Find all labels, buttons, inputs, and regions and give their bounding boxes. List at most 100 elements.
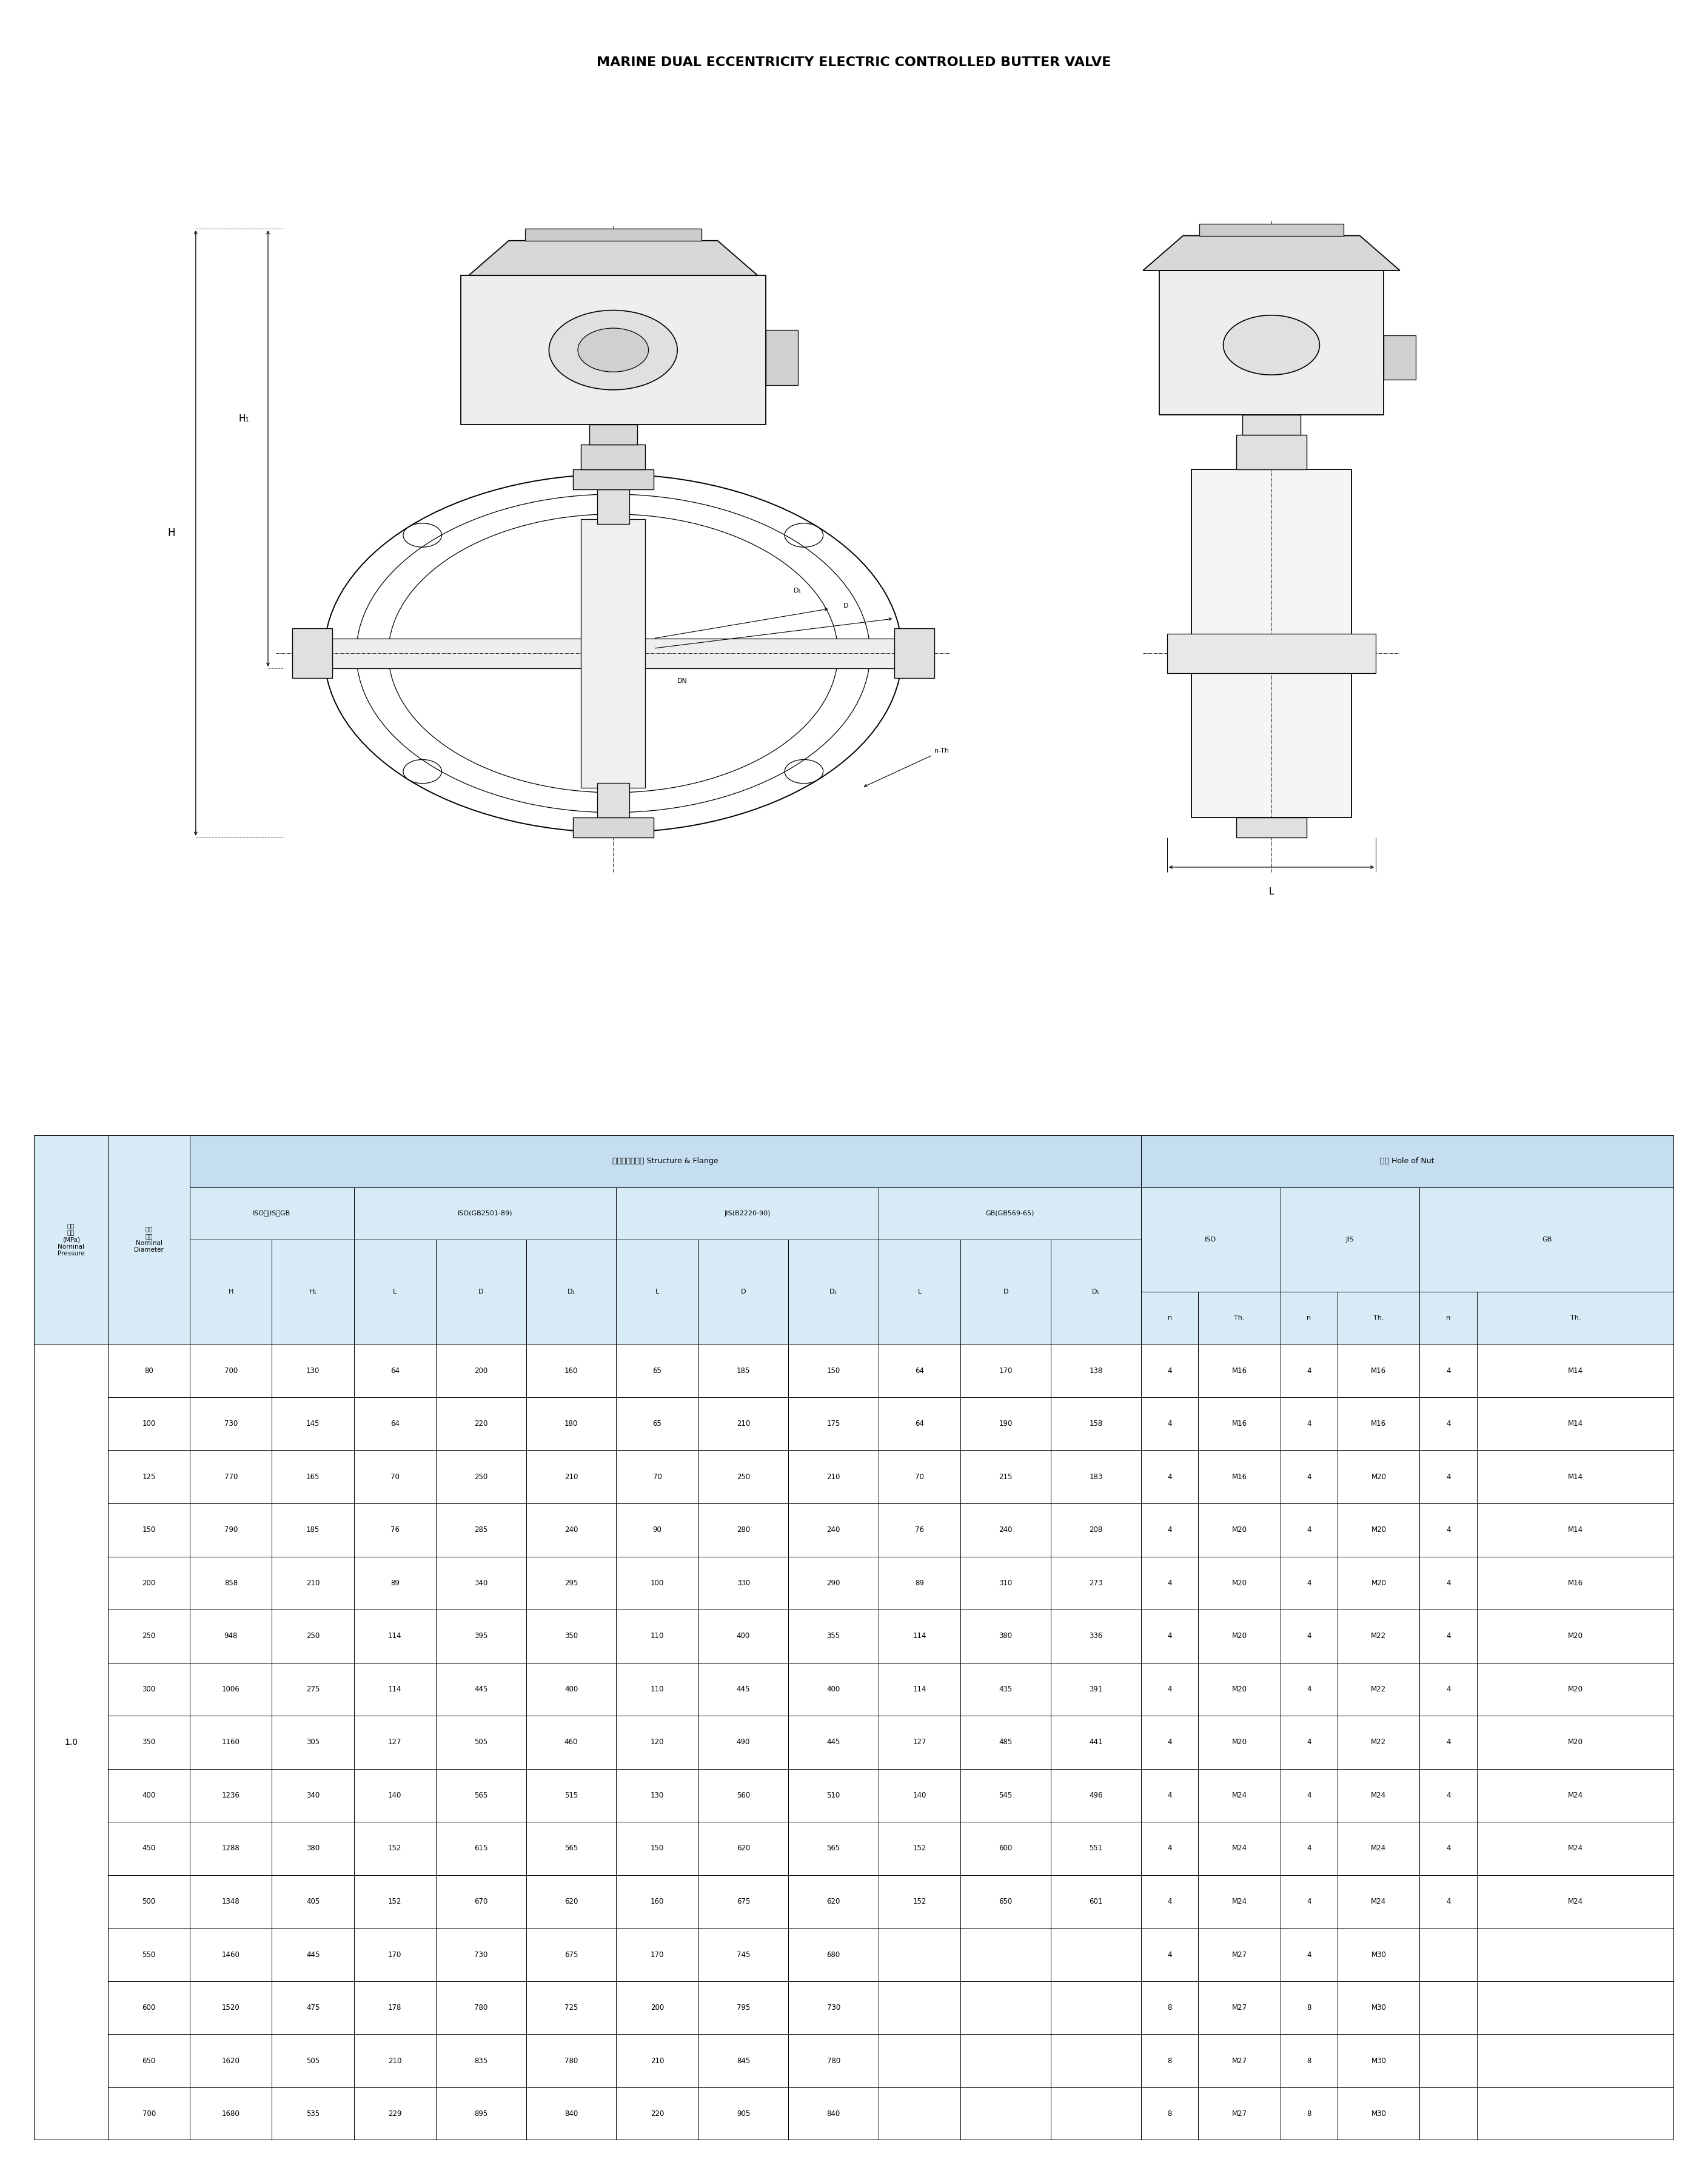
Text: 380: 380 (306, 1844, 319, 1853)
Text: L: L (1269, 886, 1274, 897)
Bar (108, 1451, 190, 1503)
Bar (1050, 2086, 1141, 2140)
Bar (1281, 1187, 1419, 1293)
Text: D: D (1003, 1289, 1008, 1295)
Text: 380: 380 (999, 1632, 1013, 1641)
Bar (789, 1503, 878, 1557)
Bar (190, 2034, 272, 2086)
Bar (272, 1823, 354, 1874)
Bar (354, 1823, 436, 1874)
Text: 745: 745 (736, 1950, 750, 1959)
Text: M30: M30 (1372, 1950, 1387, 1959)
Bar (190, 1823, 272, 1874)
Text: M22: M22 (1372, 1684, 1387, 1693)
Bar (1050, 1823, 1141, 1874)
Bar (1141, 1823, 1199, 1874)
Bar (190, 1239, 272, 1345)
Bar (436, 1239, 526, 1345)
Bar (960, 1929, 1050, 1980)
Bar (789, 1609, 878, 1663)
Text: 505: 505 (306, 2056, 319, 2065)
Circle shape (1223, 316, 1320, 374)
Text: 310: 310 (999, 1578, 1013, 1587)
Bar (878, 1769, 960, 1823)
Text: 160: 160 (651, 1898, 664, 1905)
Text: 190: 190 (999, 1420, 1013, 1427)
Text: M16: M16 (1231, 1366, 1247, 1375)
Bar (108, 1609, 190, 1663)
Text: 4: 4 (1447, 1632, 1450, 1641)
Bar (960, 2086, 1050, 2140)
Bar (699, 2034, 789, 2086)
Text: 250: 250 (306, 1632, 319, 1641)
Text: 160: 160 (564, 1366, 577, 1375)
Text: 300: 300 (142, 1684, 155, 1693)
Text: 4: 4 (1447, 1684, 1450, 1693)
Bar (526, 1239, 617, 1345)
Bar (1237, 435, 1307, 469)
Text: 240: 240 (999, 1526, 1013, 1533)
Polygon shape (468, 240, 758, 275)
Bar (316, 638, 910, 668)
Bar (617, 1397, 699, 1451)
Text: 565: 565 (475, 1792, 488, 1799)
Bar (1281, 2086, 1337, 2140)
Text: 1236: 1236 (222, 1792, 241, 1799)
Text: 152: 152 (388, 1898, 401, 1905)
Text: 795: 795 (736, 2004, 750, 2011)
Bar (190, 1874, 272, 1929)
Bar (190, 1451, 272, 1503)
Bar (436, 1980, 526, 2034)
Bar (526, 1557, 617, 1609)
Text: 515: 515 (564, 1792, 577, 1799)
Bar (1141, 2034, 1199, 2086)
Bar (1337, 1929, 1419, 1980)
Bar (1141, 1397, 1199, 1451)
Bar (789, 1823, 878, 1874)
Bar (1199, 1717, 1281, 1769)
Bar (1419, 1769, 1477, 1823)
Bar (272, 1717, 354, 1769)
Bar (1477, 1874, 1674, 1929)
Bar (1050, 1929, 1141, 1980)
Bar (960, 1451, 1050, 1503)
Text: M20: M20 (1231, 1738, 1247, 1747)
Text: 485: 485 (999, 1738, 1013, 1747)
Text: JIS: JIS (1346, 1237, 1354, 1243)
Bar (1281, 1345, 1337, 1397)
Bar (272, 1874, 354, 1929)
Text: 4: 4 (1167, 1472, 1172, 1481)
Bar (878, 1187, 1141, 1239)
Bar (1281, 1823, 1337, 1874)
Text: 490: 490 (736, 1738, 750, 1747)
Bar (1337, 1980, 1419, 2034)
Bar (436, 1769, 526, 1823)
Text: M14: M14 (1568, 1366, 1583, 1375)
Bar (789, 1451, 878, 1503)
Bar (526, 2086, 617, 2140)
Bar (699, 1503, 789, 1557)
Text: M16: M16 (1372, 1366, 1387, 1375)
Bar (1199, 1609, 1281, 1663)
Bar (1199, 1874, 1281, 1929)
Bar (436, 2086, 526, 2140)
Text: 165: 165 (306, 1472, 319, 1481)
Bar (190, 1135, 1141, 1187)
Bar (1477, 1663, 1674, 1717)
Text: 结构及法兰尺寸 Structure & Flange: 结构及法兰尺寸 Structure & Flange (613, 1157, 719, 1165)
Bar (699, 1874, 789, 1929)
Text: 200: 200 (142, 1578, 155, 1587)
Text: 4: 4 (1167, 1420, 1172, 1427)
Bar (436, 1557, 526, 1609)
Text: 1680: 1680 (222, 2110, 239, 2119)
Bar (1477, 1293, 1674, 1345)
Text: 4: 4 (1307, 1898, 1312, 1905)
Text: M14: M14 (1568, 1420, 1583, 1427)
Text: 100: 100 (651, 1578, 664, 1587)
Bar (617, 1663, 699, 1717)
Text: 76: 76 (391, 1526, 400, 1533)
Text: 948: 948 (224, 1632, 237, 1641)
Text: 80: 80 (145, 1366, 154, 1375)
Bar (617, 1874, 699, 1929)
Bar (354, 2086, 436, 2140)
